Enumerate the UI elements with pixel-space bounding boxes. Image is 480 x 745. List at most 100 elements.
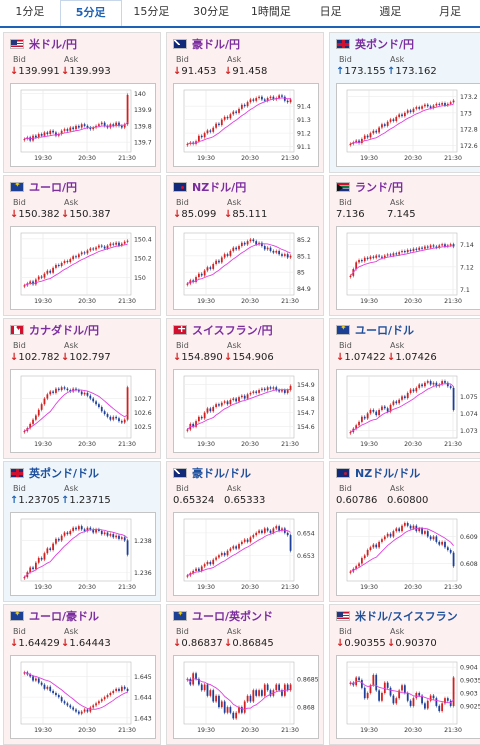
candle-body [261, 388, 263, 391]
plot-frame [183, 89, 295, 153]
x-tick-label: 19:30 [360, 727, 378, 734]
candle-body [421, 528, 423, 534]
candlestick-chart[interactable]: 150.4 150.2 150 19:30 20:30 21:30 [10, 226, 156, 310]
currency-pair-link[interactable]: ランド/円 [355, 181, 404, 194]
candlestick-chart[interactable]: 85.2 85.1 85 84.9 19:30 20:30 21:30 [173, 226, 319, 310]
currency-pair-link[interactable]: NZドル/円 [192, 181, 247, 194]
candle-body [444, 381, 446, 383]
bid-value: ↓102.782 [10, 352, 60, 363]
timeframe-tab[interactable]: 30分足 [193, 5, 230, 18]
candle-body [238, 246, 240, 250]
candle-body [403, 251, 406, 253]
currency-pair-link[interactable]: NZドル/ドル [355, 467, 421, 480]
candle-body [229, 548, 232, 551]
currency-panel: ユーロ/英ポンド Bid Ask ↓0.86837 ↓0.86845 0.868… [166, 604, 324, 745]
candlestick-chart[interactable]: 173.2 173 172.8 172.6 19:30 20:30 21:30 [336, 83, 480, 167]
candle-body [246, 241, 249, 245]
ask-price: 150.387 [69, 209, 111, 220]
candlestick-chart[interactable]: 0.609 0.608 19:30 20:30 21:30 [336, 512, 480, 596]
candlestick-chart[interactable]: 0.904 0.9035 0.903 0.9025 19:30 20:30 21:30 [336, 655, 480, 739]
country-flag-icon [336, 325, 350, 335]
candle-body [35, 415, 37, 420]
bid-label: Bid [339, 198, 352, 207]
candlestick-chart[interactable]: 91.4 91.3 91.2 91.1 19:30 20:30 21:30 [173, 83, 319, 167]
candle-body [375, 544, 378, 548]
bid-price: 85.099 [181, 209, 217, 220]
candlestick-chart[interactable]: 0.654 0.653 19:30 20:30 21:30 [173, 512, 319, 596]
candle-body [275, 250, 278, 253]
chart-svg: 85.2 85.1 85 84.9 19:30 20:30 21:30 [183, 232, 311, 305]
candle-body [35, 562, 37, 570]
candle-body [452, 552, 455, 567]
candle-body [421, 247, 423, 249]
currency-pair-link[interactable]: 米ドル/スイスフラン [355, 610, 458, 623]
candle-body [435, 536, 438, 542]
y-tick-label: 84.9 [297, 286, 311, 293]
currency-pair-link[interactable]: 米ドル/円 [29, 38, 78, 51]
ask-arrow-icon: ↓ [224, 209, 233, 220]
currency-pair-link[interactable]: 豪ドル/円 [192, 38, 241, 51]
plot-frame [20, 518, 132, 582]
currency-panel: 英ポンド/ドル Bid Ask ↑1.23705 ↑1.23715 1.238 1… [3, 461, 161, 602]
currency-pair-link[interactable]: スイスフラン/円 [192, 324, 273, 337]
currency-pair-link[interactable]: ユーロ/ドル [355, 324, 415, 337]
chart-svg: 150.4 150.2 150 19:30 20:30 21:30 [20, 232, 152, 305]
currency-panel: 豪ドル/円 Bid Ask ↓91.453 ↓91.458 91.4 91.3 91… [166, 32, 324, 173]
candlestick-chart[interactable]: 102.7 102.6 102.5 19:30 20:30 21:30 [10, 369, 156, 453]
candle-body [398, 399, 401, 404]
candle-body [255, 391, 258, 393]
ask-label: Ask [390, 198, 405, 207]
candle-body [358, 677, 360, 681]
currency-pair-link[interactable]: ユーロ/英ポンド [192, 610, 274, 623]
bid-arrow-icon: ↓ [173, 209, 182, 220]
candlestick-chart[interactable]: 1.238 1.236 19:30 20:30 21:30 [10, 512, 156, 596]
candle-body [406, 249, 409, 253]
candlestick-chart[interactable]: 1.075 1.074 1.073 19:30 20:30 21:30 [336, 369, 480, 453]
x-tick-label: 21:30 [281, 155, 299, 162]
candle-body [200, 684, 203, 691]
candlestick-chart[interactable]: 7.14 7.12 7.1 19:30 20:30 21:30 [336, 226, 480, 310]
x-tick-label: 20:30 [241, 155, 259, 162]
candle-body [258, 530, 260, 533]
bid-price: 0.86837 [181, 638, 223, 649]
candlestick-chart[interactable]: 140 139.9 139.8 139.7 19:30 20:30 21:30 [10, 83, 156, 167]
currency-pair-link[interactable]: ユーロ/円 [29, 181, 78, 194]
candle-body [72, 527, 75, 531]
y-tick-label: 7.12 [460, 264, 474, 271]
timeframe-tab[interactable]: 週足 [379, 5, 402, 18]
timeframe-tab[interactable]: 月足 [439, 5, 462, 18]
candle-body [35, 279, 37, 285]
panel-header: 英ポンド/円 [336, 37, 414, 51]
candle-body [272, 250, 275, 253]
candle-body [378, 690, 380, 701]
candle-body [418, 107, 421, 109]
candlestick-chart[interactable]: 0.8685 0.868 19:30 20:30 21:30 [173, 655, 319, 739]
currency-pair-link[interactable]: カナダドル/円 [29, 324, 100, 337]
currency-pair-link[interactable]: 英ポンド/円 [355, 38, 415, 51]
currency-pair-link[interactable]: ユーロ/豪ドル [29, 610, 100, 623]
bid-price: 173.155 [344, 66, 386, 77]
candle-body [186, 143, 189, 146]
timeframe-tab[interactable]: 15分足 [133, 5, 170, 18]
y-tick-label: 0.9025 [460, 703, 480, 710]
currency-pair-link[interactable]: 豪ドル/ドル [192, 467, 252, 480]
timeframe-tab[interactable]: 1分足 [15, 5, 45, 18]
candle-body [100, 530, 103, 535]
bid-price: 102.782 [18, 352, 60, 363]
timeframe-tab[interactable]: 日足 [319, 5, 342, 18]
timeframe-tab[interactable]: 1時間足 [250, 5, 291, 18]
x-tick-label: 19:30 [34, 727, 52, 734]
candlestick-chart[interactable]: 154.9 154.8 154.7 154.6 19:30 20:30 21:30 [173, 369, 319, 453]
country-flag-icon [173, 325, 187, 335]
currency-pair-link[interactable]: 英ポンド/ドル [29, 467, 100, 480]
candlestick-chart[interactable]: 1.645 1.644 1.643 19:30 20:30 21:30 [10, 655, 156, 739]
y-tick-label: 173.2 [460, 94, 478, 101]
candle-body [366, 550, 369, 556]
ask-label: Ask [227, 341, 242, 350]
bid-value: ↓0.86837 [173, 638, 223, 649]
candle-body [281, 390, 283, 392]
candle-body [37, 557, 40, 563]
candle-body [89, 248, 92, 251]
timeframe-tab[interactable]: 5分足 [59, 0, 122, 26]
candle-body [120, 686, 123, 691]
